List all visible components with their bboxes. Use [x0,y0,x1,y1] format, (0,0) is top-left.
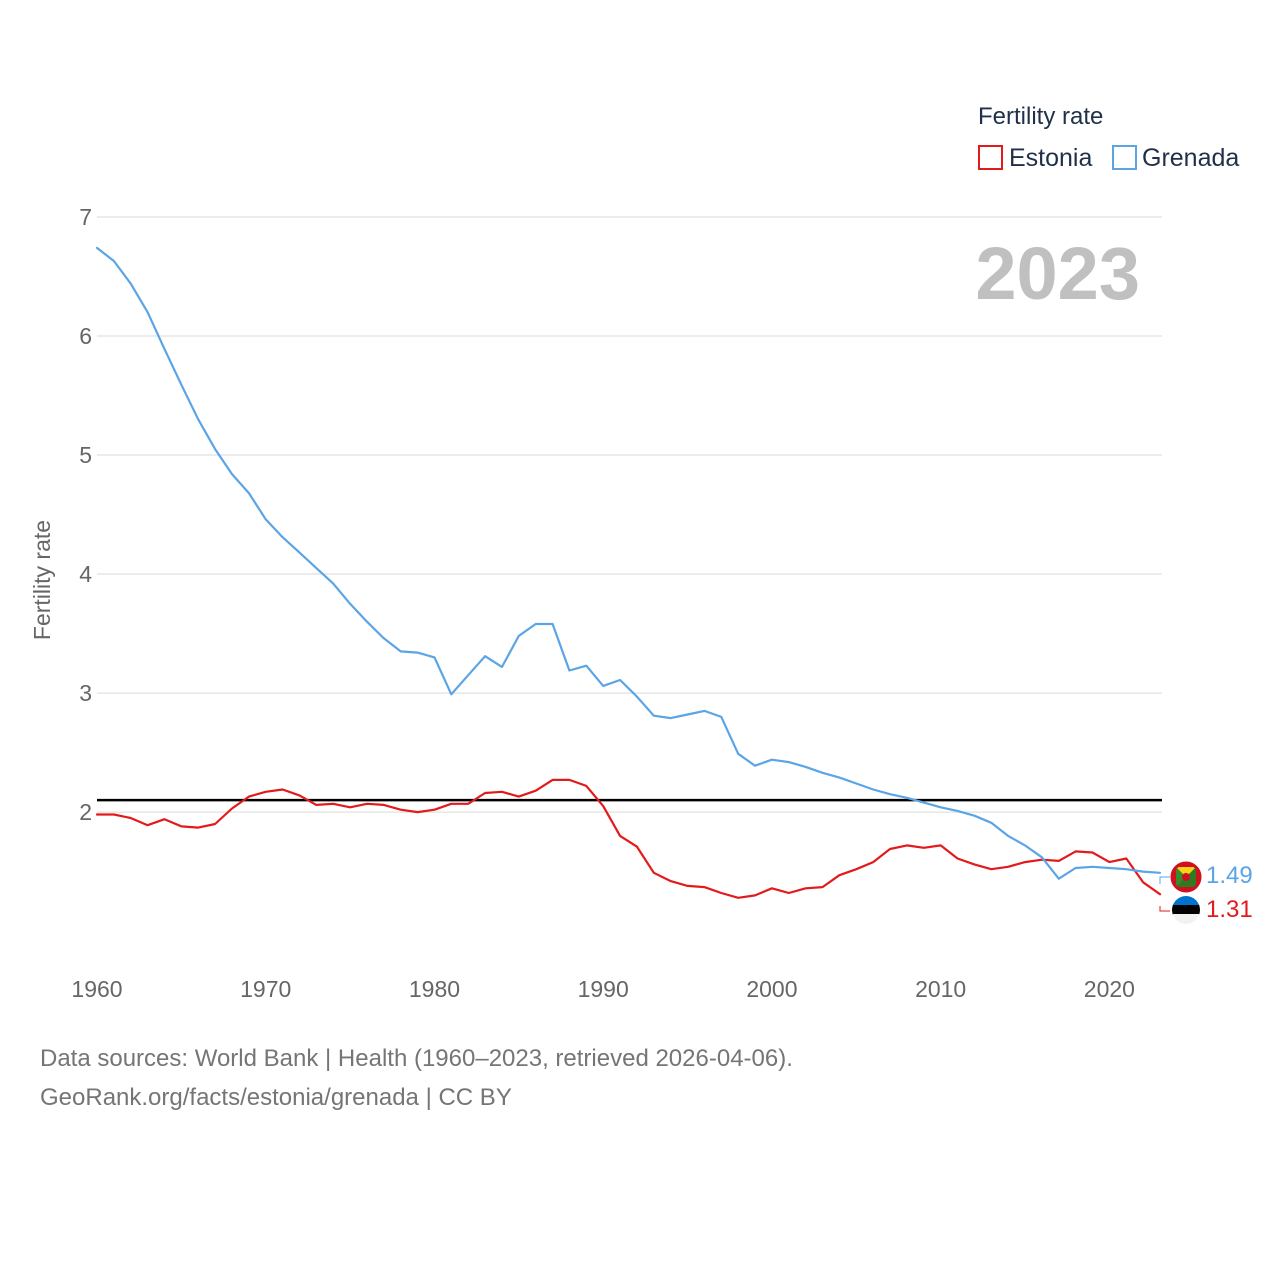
grenada-flag-icon [1170,861,1202,893]
legend: Fertility rate Estonia Grenada [978,103,1239,172]
x-tick-label: 2020 [1084,976,1135,1002]
x-tick-label: 2000 [746,976,797,1002]
x-axis-ticks: 1960 1970 1980 1990 2000 2010 2020 [71,976,1135,1002]
series-lines [95,246,1162,899]
estonia-end-connector [1159,906,1170,912]
y-tick-label: 3 [79,680,92,706]
y-tick-label: 2 [79,799,92,825]
y-tick-label: 5 [79,442,92,468]
legend-title: Fertility rate [978,103,1103,130]
grenada-end-connector [1159,876,1170,884]
series-line-estonia [95,778,1162,899]
year-label: 2023 [975,232,1140,315]
estonia-end-label: 1.31 [1206,896,1253,923]
x-tick-label: 1960 [71,976,122,1002]
legend-swatch-estonia [978,145,1003,170]
y-tick-label: 6 [79,323,92,349]
grenada-end-label: 1.49 [1206,862,1253,889]
legend-label-grenada: Grenada [1142,144,1239,172]
y-axis-title: Fertility rate [29,520,55,640]
legend-swatch-grenada [1112,145,1137,170]
grid-lines [97,216,1162,813]
footer-source: Data sources: World Bank | Health (1960–… [40,1045,793,1072]
legend-label-estonia: Estonia [1009,144,1092,172]
series-line-grenada [95,246,1162,880]
x-tick-label: 1970 [240,976,291,1002]
y-axis-ticks: 2 3 4 5 6 7 [79,204,92,825]
x-tick-label: 2010 [915,976,966,1002]
footer-credit: GeoRank.org/facts/estonia/grenada | CC B… [40,1084,512,1111]
x-tick-label: 1980 [409,976,460,1002]
x-tick-label: 1990 [578,976,629,1002]
y-tick-label: 4 [79,561,92,587]
y-tick-label: 7 [79,204,92,230]
estonia-flag-icon [1172,896,1200,924]
